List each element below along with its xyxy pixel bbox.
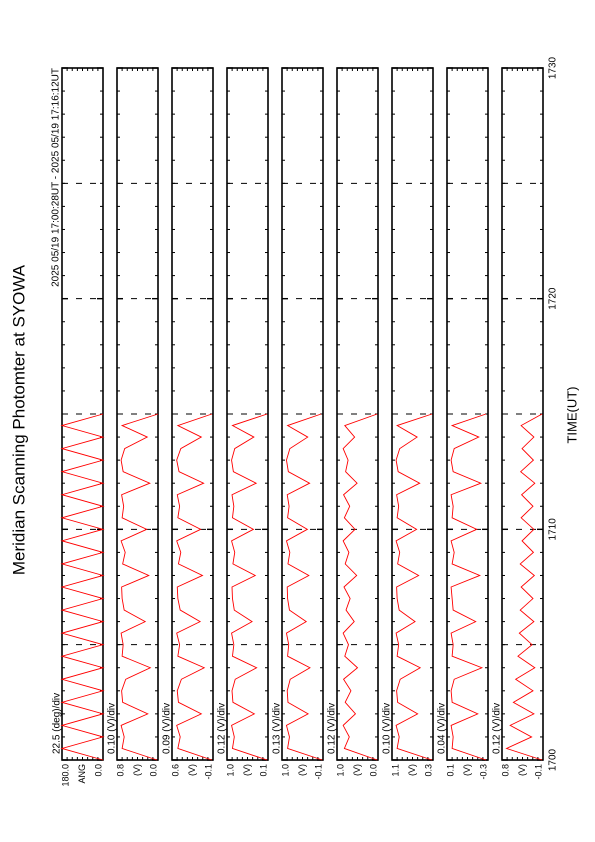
y-tick-label: 0.3 (423, 764, 433, 777)
data-line (231, 413, 268, 761)
scale-label: 0.10 (V)/div (382, 703, 393, 754)
data-line (450, 413, 487, 761)
y-axis-label: (V) (132, 764, 142, 776)
data-line (60, 413, 105, 761)
y-tick-label: 0.8 (500, 764, 510, 777)
y-tick-label: 0.6 (170, 764, 180, 777)
y-axis-label: (V) (407, 764, 417, 776)
scale-label: 0.12 (V)/div (327, 703, 338, 754)
y-tick-label: 0.1 (258, 764, 268, 777)
scale-label: 0.13 (V)/div (272, 703, 283, 754)
y-axis-label: (V) (242, 764, 252, 776)
y-axis-label: (V) (297, 764, 307, 776)
scale-label: 0.04 (V)/div (437, 703, 448, 754)
y-tick-label: 1.0 (335, 764, 345, 777)
y-tick-label: 0.1 (445, 764, 455, 777)
panel-frame (501, 67, 544, 761)
panel-frame (336, 67, 379, 761)
data-line (176, 413, 212, 761)
x-tick-label: 1700 (548, 748, 559, 771)
y-tick-label: -0.1 (203, 764, 213, 780)
y-tick-label: 0.0 (368, 764, 378, 777)
y-tick-label: 1.0 (225, 764, 235, 777)
rotated-plot: Meridian Scanning Photomter at SYOWA 202… (9, 56, 579, 786)
x-tick-label: 1710 (548, 518, 559, 541)
y-tick-label: 1.1 (390, 764, 400, 777)
y-axis-label: (V) (517, 764, 527, 776)
y-tick-label: 0.0 (148, 764, 158, 777)
x-tick-label: 1730 (548, 56, 559, 79)
chart-title: Meridian Scanning Photomter at SYOWA (9, 264, 28, 575)
scale-label: 0.10 (V)/div (107, 703, 118, 754)
y-tick-label: -0.3 (478, 764, 488, 780)
data-line (395, 413, 433, 761)
y-axis-label: (V) (462, 764, 472, 776)
y-axis-label: (V) (352, 764, 362, 776)
panel-frame (61, 67, 104, 761)
data-line (120, 413, 159, 761)
data-line (342, 413, 378, 761)
scale-label: 0.12 (V)/div (217, 703, 228, 754)
data-line (505, 413, 543, 761)
y-tick-label: -0.1 (533, 764, 543, 780)
y-tick-label: -0.1 (313, 764, 323, 780)
x-axis-label: TIME(UT) (564, 386, 579, 443)
scale-label: 22.5 (deg)/div (52, 693, 63, 754)
x-tick-label: 1720 (548, 287, 559, 310)
y-axis-label: (V) (187, 764, 197, 776)
subtitle: 2025 05/19 17:00:28UT - 2025 05/19 17:16… (51, 68, 62, 287)
y-axis-label: ANG (77, 764, 87, 784)
panel-frame (391, 67, 434, 761)
y-tick-label: 0.0 (93, 764, 103, 777)
y-tick-label: 180.0 (60, 764, 70, 787)
scale-label: 0.09 (V)/div (162, 703, 173, 754)
y-tick-label: 0.8 (115, 764, 125, 777)
scale-label: 0.12 (V)/div (492, 703, 503, 754)
y-tick-label: 1.0 (280, 764, 290, 777)
data-line (285, 413, 323, 761)
